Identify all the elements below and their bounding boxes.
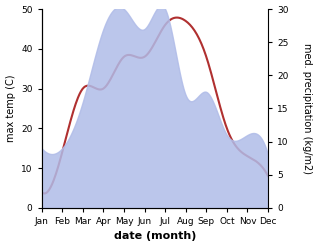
Y-axis label: max temp (C): max temp (C) — [5, 75, 16, 142]
X-axis label: date (month): date (month) — [114, 231, 196, 242]
Y-axis label: med. precipitation (kg/m2): med. precipitation (kg/m2) — [302, 43, 313, 174]
